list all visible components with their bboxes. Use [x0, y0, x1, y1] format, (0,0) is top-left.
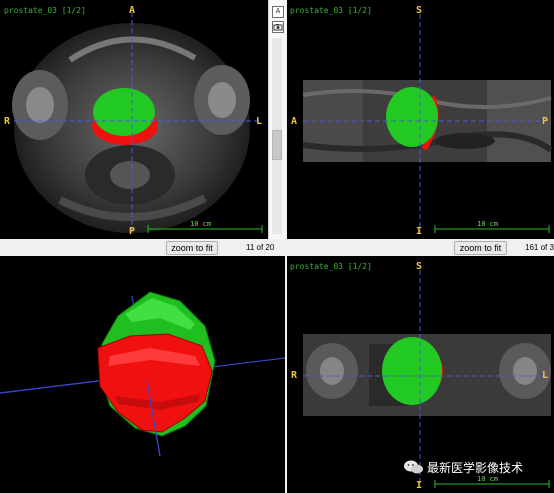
- watermark-text: 最新医学影像技术: [427, 461, 524, 475]
- zoom-to-fit-button[interactable]: zoom to fit: [166, 241, 218, 255]
- wechat-icon: [404, 460, 423, 474]
- orientation-left: R: [291, 370, 298, 381]
- viewer-label: prostate_03 [1/2]: [4, 6, 86, 15]
- green-segment: [93, 88, 155, 136]
- axial-viewer[interactable]: prostate_03 [1/2] A P R L 10 cm: [0, 0, 268, 239]
- annotation-icon[interactable]: A: [272, 6, 284, 18]
- axial-toolbar: zoom to fit 11 of 20: [0, 239, 287, 256]
- orientation-right: L: [542, 370, 549, 381]
- viewer-label: prostate_03 [1/2]: [290, 262, 372, 271]
- slice-counter: 11 of 20: [246, 243, 275, 252]
- scale-label: 10 cm: [477, 220, 499, 228]
- green-segment: [382, 337, 442, 405]
- viewer-label: prostate_03 [1/2]: [290, 6, 372, 15]
- orientation-right: L: [256, 116, 263, 127]
- coronal-mri-image: [303, 270, 551, 488]
- 3d-render-viewer[interactable]: [0, 256, 285, 493]
- coronal-viewer[interactable]: prostate_03 [1/2] S I R L 10 cm 最新医学影像技术: [287, 256, 554, 493]
- orientation-right: P: [542, 116, 549, 127]
- slice-counter: 161 of 3: [525, 243, 554, 252]
- camera-icon[interactable]: [272, 21, 284, 33]
- green-segment: [386, 87, 438, 147]
- sagittal-mri-image: [302, 14, 553, 233]
- sagittal-toolbar: zoom to fit 161 of 3: [287, 239, 554, 256]
- scale-label: 10 cm: [190, 220, 212, 228]
- orientation-bottom: I: [416, 480, 423, 491]
- orientation-bottom: P: [129, 226, 136, 237]
- orientation-top: A: [129, 5, 136, 16]
- scale-label: 10 cm: [477, 475, 499, 483]
- axial-mri-image: [12, 12, 263, 233]
- 3d-segmentation-model: [0, 291, 285, 457]
- sagittal-viewer[interactable]: prostate_03 [1/2] S I A P 10 cm: [287, 0, 554, 239]
- zoom-to-fit-button[interactable]: zoom to fit: [454, 241, 507, 255]
- scrollbar-thumb[interactable]: [272, 130, 282, 160]
- slice-scrollbar[interactable]: [272, 38, 282, 234]
- axial-sidebar: A: [268, 0, 286, 239]
- orientation-top: S: [416, 261, 423, 272]
- orientation-bottom: I: [416, 226, 423, 237]
- orientation-left: A: [291, 116, 298, 127]
- orientation-top: S: [416, 5, 423, 16]
- orientation-left: R: [4, 116, 11, 127]
